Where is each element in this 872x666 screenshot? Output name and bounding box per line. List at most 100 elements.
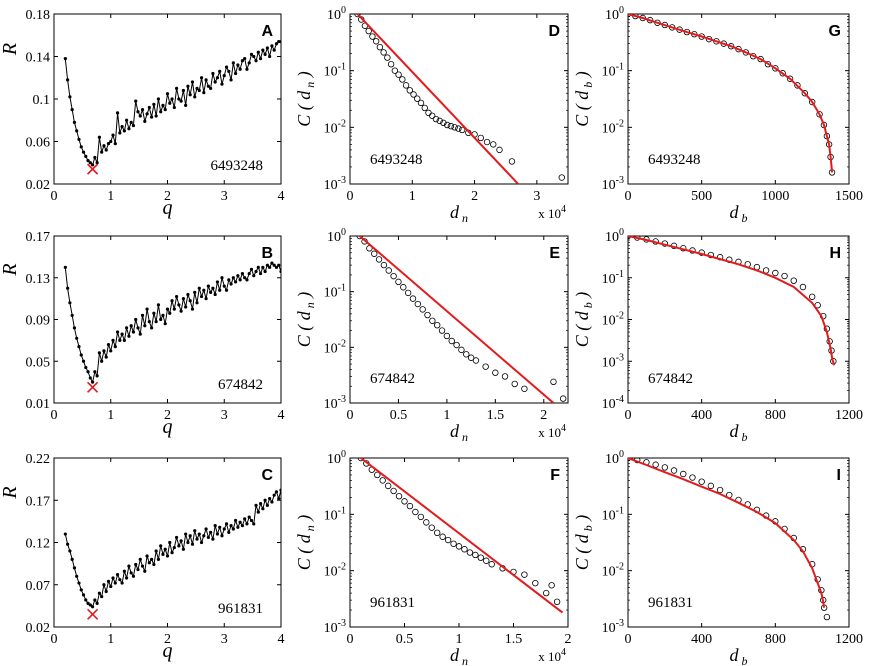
data-point — [75, 336, 79, 340]
data-point — [106, 579, 111, 583]
x-multiplier-label: x 104 — [538, 423, 566, 440]
data-point — [165, 307, 170, 311]
data-point — [125, 118, 129, 122]
panel-letter: E — [549, 245, 560, 262]
data-point — [461, 546, 468, 553]
data-point — [447, 122, 455, 130]
data-point — [156, 303, 161, 307]
data-point — [209, 530, 213, 534]
data-point — [95, 374, 99, 378]
data-point — [277, 40, 281, 44]
data-point — [249, 518, 254, 523]
series-line — [64, 262, 281, 384]
x-axis-label: d n — [450, 202, 468, 225]
data-point — [467, 354, 475, 361]
data-point — [234, 518, 238, 523]
data-point — [477, 134, 484, 142]
data-point — [97, 591, 101, 595]
x-tick-label: 0 — [347, 408, 354, 423]
data-point — [163, 108, 167, 112]
x-tick-label: 1 — [456, 632, 463, 647]
data-point — [111, 133, 115, 137]
data-point — [409, 295, 417, 302]
x-tick-label: 2 — [164, 189, 171, 204]
data-point — [90, 380, 95, 384]
data-point — [90, 605, 95, 609]
data-point — [448, 337, 455, 345]
data-point — [111, 576, 115, 580]
data-point — [220, 276, 224, 280]
data-point — [72, 120, 77, 124]
y-tick-label: 100 — [327, 449, 346, 467]
data-point — [127, 564, 131, 568]
data-point — [375, 256, 383, 263]
data-point — [159, 110, 163, 114]
data-point — [816, 111, 823, 118]
data-point — [131, 123, 136, 128]
x-tick-label: 4 — [278, 189, 285, 204]
data-point — [102, 349, 106, 353]
data-point — [215, 76, 220, 80]
data-point — [274, 490, 279, 494]
x-axis-label: d n — [450, 645, 468, 666]
data-point — [66, 78, 70, 82]
data-point — [213, 292, 217, 297]
data-point — [277, 496, 281, 501]
data-point — [801, 90, 808, 97]
data-point — [492, 369, 499, 376]
data-point — [109, 584, 113, 589]
data-point — [258, 502, 263, 506]
data-point — [75, 574, 79, 578]
data-point — [434, 321, 441, 329]
data-point — [256, 265, 260, 269]
data-point — [808, 293, 816, 300]
data-point — [263, 269, 267, 274]
data-point — [238, 520, 242, 524]
data-point — [421, 104, 428, 112]
data-point — [150, 115, 154, 119]
data-point — [81, 359, 86, 363]
data-point — [77, 581, 81, 585]
data-point — [652, 461, 659, 468]
data-point — [115, 573, 120, 577]
data-point — [757, 55, 764, 63]
min-marker-stroke — [87, 163, 99, 175]
panel-d: 0 1 2 3 100 10-1 10-2 10-3 D 6493248 d n C ( d n ) x… — [294, 5, 569, 225]
x-tick-label: 2 — [164, 632, 171, 647]
x-tick-label: 1 — [107, 408, 114, 423]
data-point — [234, 280, 238, 284]
data-point — [240, 524, 245, 528]
data-point — [138, 557, 142, 562]
plot-area — [63, 261, 281, 384]
data-point — [559, 395, 567, 402]
data-point — [106, 142, 111, 146]
data-point — [553, 598, 561, 606]
data-point — [111, 338, 115, 342]
data-point — [170, 299, 174, 303]
data-point — [100, 150, 104, 154]
fit-line — [360, 458, 564, 614]
data-point — [236, 525, 240, 529]
data-point — [380, 49, 387, 56]
axes-frame — [349, 235, 569, 404]
x-tick-label: 0 — [51, 189, 58, 204]
data-point — [118, 578, 122, 582]
data-point — [75, 129, 79, 133]
panel-c: 0 1 2 3 4 0.02 0.07 0.12 0.17 0.22 C 961831 q R — [0, 452, 285, 662]
data-point — [406, 502, 414, 510]
y-tick-label: 0.12 — [26, 537, 51, 552]
data-point — [86, 601, 90, 605]
data-point — [140, 564, 145, 568]
data-point — [548, 582, 555, 589]
data-point — [88, 603, 92, 607]
data-point — [245, 278, 249, 282]
data-point — [354, 14, 361, 18]
y-tick-label: 0.14 — [26, 51, 51, 66]
data-point — [79, 353, 83, 357]
data-point — [488, 561, 495, 568]
data-point — [181, 88, 185, 93]
series-id-label: 674842 — [370, 371, 415, 387]
data-point — [125, 576, 129, 580]
data-point — [229, 78, 233, 82]
